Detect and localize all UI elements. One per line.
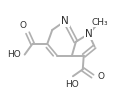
Text: HO: HO [65, 80, 79, 89]
Text: N: N [85, 29, 93, 39]
Text: HO: HO [7, 50, 21, 59]
Text: O: O [20, 21, 27, 30]
Text: N: N [61, 16, 69, 26]
Text: O: O [97, 72, 104, 81]
Text: CH₃: CH₃ [91, 18, 108, 27]
